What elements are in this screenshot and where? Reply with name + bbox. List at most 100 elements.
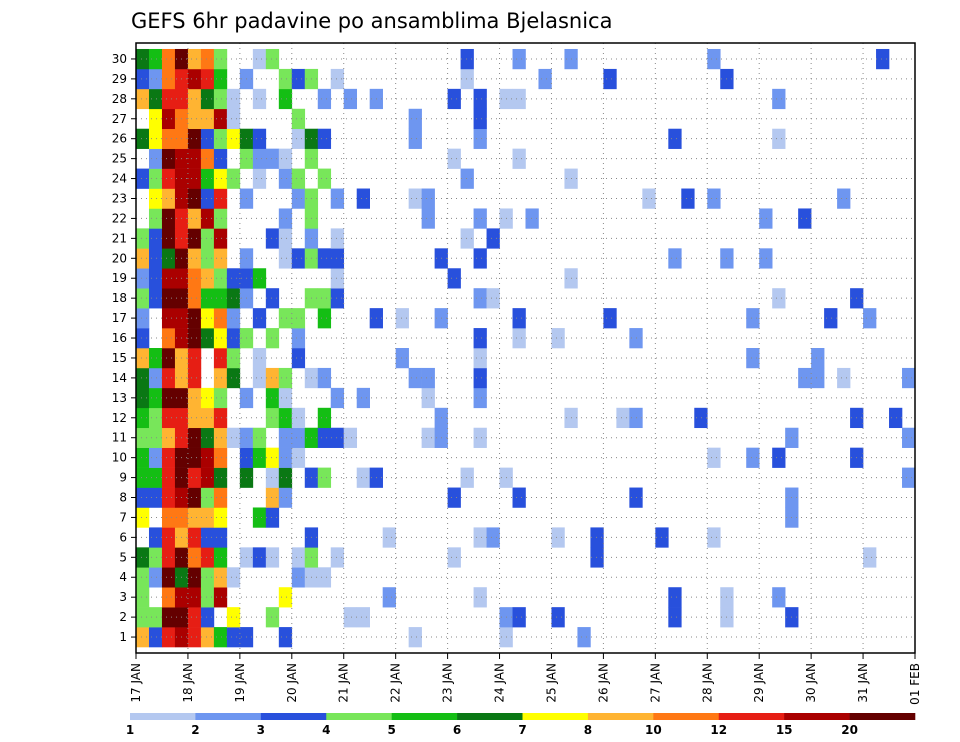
heatmap-cell [187,427,202,448]
heatmap-cell [200,387,215,409]
heatmap-cell [200,48,215,70]
heatmap-cell [200,168,215,189]
heatmap-cell [187,108,202,130]
heatmap-cell [136,427,150,448]
chart-title: GEFS 6hr padavine po ansamblima Bjelasni… [131,9,612,33]
heatmap-cell [252,367,267,389]
y-tick-label: 12 [112,411,127,425]
heatmap-cell [291,547,306,568]
heatmap-cell [278,88,293,110]
heatmap-cell [226,607,241,628]
heatmap-cell [473,527,487,548]
colorbar-label: 15 [776,723,793,737]
heatmap-cell [213,467,228,488]
heatmap-cell [278,248,293,269]
heatmap-cell [213,567,228,588]
heatmap-cell [252,168,267,189]
y-tick-label: 16 [112,331,127,345]
heatmap-cell [460,68,474,90]
heatmap-cell [226,288,241,309]
y-tick-label: 26 [112,132,127,146]
heatmap-cell [512,148,526,169]
heatmap-cell [252,507,267,528]
heatmap-cell [213,228,228,249]
y-tick-label: 6 [119,530,127,544]
heatmap-cell [187,248,202,269]
heatmap-cell [136,268,150,289]
heatmap-cell [512,308,526,329]
y-tick-label: 8 [119,491,127,505]
heatmap-cell [265,487,280,508]
colorbar-label: 12 [710,723,727,737]
heatmap-cell [226,268,241,289]
heatmap-cell [330,427,345,448]
colorbar-label: 7 [518,723,526,737]
heatmap-cell [356,188,370,209]
x-tick-label: 27 JAN [648,663,662,703]
heatmap-cell [278,447,293,468]
heatmap-cell [473,128,487,149]
heatmap-cell [136,547,150,568]
x-tick-label: 26 JAN [596,663,610,703]
heatmap-cell [681,188,695,209]
heatmap-cell [265,467,280,488]
heatmap-cell [200,507,215,528]
heatmap-cell [759,208,773,229]
colorbar-segment [326,713,392,720]
heatmap-cell [421,387,435,409]
x-tick-label: 24 JAN [493,663,507,703]
heatmap-cell [265,48,280,70]
x-tick-label: 01 FEB [908,663,922,705]
heatmap-cell [187,487,202,508]
heatmap-cell [278,427,293,448]
heatmap-cell [551,328,565,349]
heatmap-cell [226,348,241,369]
heatmap-cell [200,527,215,548]
y-tick-label: 27 [112,112,127,126]
heatmap-cell [356,467,370,488]
heatmap-cell [421,427,435,448]
heatmap-cell [343,607,358,628]
heatmap-cell [265,148,280,169]
heatmap-cell [161,68,176,90]
heatmap-cell [278,168,293,189]
heatmap-cell [798,367,812,389]
heatmap-cell [213,88,228,110]
heatmap-cell [291,447,306,468]
heatmap-cell [200,627,215,648]
heatmap-cell [473,348,487,369]
heatmap-cell [356,607,370,628]
heatmap-cell [668,128,682,149]
heatmap-cell [161,148,176,169]
heatmap-cell [136,387,150,409]
y-tick-label: 25 [112,152,127,166]
heatmap-cell [148,427,163,448]
heatmap-cell [395,308,409,329]
heatmap-cell [772,128,786,149]
heatmap-cell [161,547,176,568]
heatmap-cell [668,607,682,628]
heatmap-cell [291,407,306,429]
heatmap-cell [187,467,202,488]
colorbar-label: 6 [453,723,461,737]
heatmap-cell [200,148,215,169]
heatmap-cell [265,547,280,568]
heatmap-cell [278,387,293,409]
heatmap-cell [226,427,241,448]
heatmap-cell [187,268,202,289]
heatmap-cell [291,128,306,149]
x-tick-label: 21 JAN [337,663,351,703]
heatmap-cell [252,148,267,169]
heatmap-cell [187,48,202,70]
heatmap-cell [330,228,345,249]
heatmap-cell [902,367,916,389]
x-tick-label: 29 JAN [752,663,766,703]
heatmap-cell [161,607,176,628]
heatmap-cell [551,527,565,548]
heatmap-cell [187,168,202,189]
heatmap-cell [291,427,306,448]
heatmap-cell [136,367,150,389]
heatmap-cell [187,447,202,468]
heatmap-cell [200,108,215,130]
heatmap-cell [317,467,332,488]
